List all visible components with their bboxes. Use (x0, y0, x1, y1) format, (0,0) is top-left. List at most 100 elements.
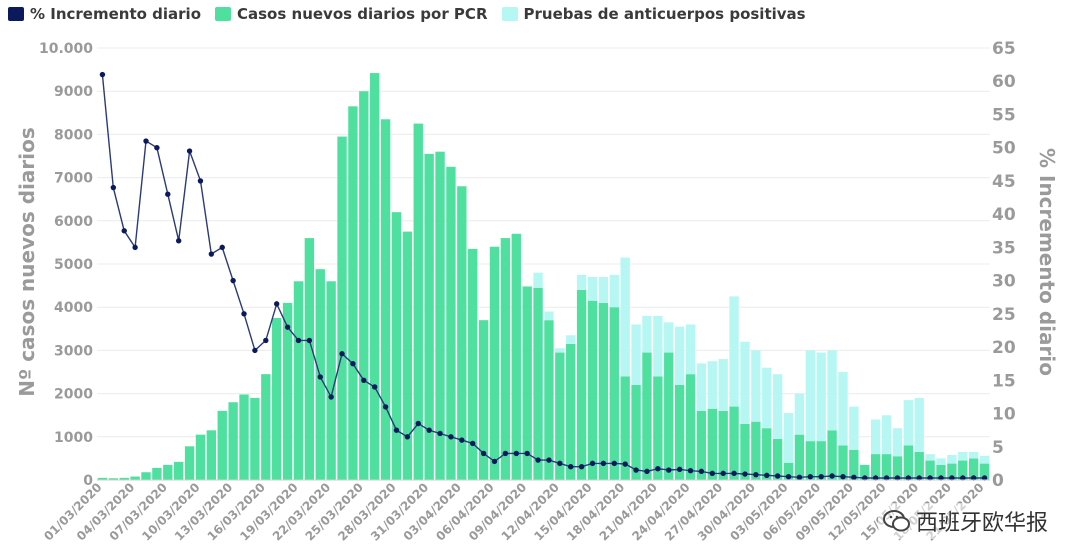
pct-point[interactable] (382, 404, 389, 410)
bar-pcr[interactable] (370, 73, 380, 480)
pct-point[interactable] (872, 475, 879, 481)
bar-pcr[interactable] (838, 445, 848, 480)
bar-antibody[interactable] (968, 451, 979, 459)
pct-point[interactable] (949, 475, 955, 481)
bar-pcr[interactable] (881, 454, 892, 480)
pct-point[interactable] (676, 466, 683, 473)
pct-point[interactable] (622, 461, 628, 467)
pct-point[interactable] (731, 470, 737, 477)
pct-point[interactable] (143, 138, 149, 144)
bar-pcr[interactable] (816, 441, 826, 480)
bar-antibody[interactable] (696, 363, 707, 411)
bar-antibody[interactable] (958, 451, 968, 461)
pct-point[interactable] (208, 251, 215, 257)
bar-antibody[interactable] (903, 400, 914, 446)
pct-point[interactable] (295, 337, 302, 344)
bar-antibody[interactable] (838, 372, 848, 446)
bar-pcr[interactable] (696, 410, 707, 480)
bar-antibody[interactable] (533, 272, 543, 288)
bar-pcr[interactable] (587, 300, 598, 480)
pct-point[interactable] (328, 394, 334, 400)
pct-point[interactable] (938, 475, 944, 481)
pct-point[interactable] (546, 457, 552, 463)
bar-pcr[interactable] (511, 233, 521, 480)
bar-pcr[interactable] (195, 434, 206, 480)
pct-point[interactable] (317, 374, 323, 380)
pct-point[interactable] (960, 475, 966, 481)
pct-point[interactable] (273, 301, 280, 307)
bar-antibody[interactable] (881, 415, 892, 455)
pct-point[interactable] (578, 464, 585, 470)
bar-pcr[interactable] (598, 302, 609, 480)
pct-point[interactable] (437, 430, 443, 437)
bar-antibody[interactable] (936, 458, 946, 465)
bar-pcr[interactable] (141, 472, 151, 480)
bar-pcr[interactable] (664, 352, 674, 480)
pct-point[interactable] (372, 384, 378, 390)
bar-antibody[interactable] (827, 350, 837, 431)
pct-point[interactable] (165, 191, 171, 197)
pct-point[interactable] (698, 468, 705, 475)
bar-antibody[interactable] (772, 374, 783, 439)
pct-point[interactable] (829, 473, 835, 479)
bar-antibody[interactable] (598, 276, 609, 303)
bar-pcr[interactable] (446, 166, 456, 481)
bar-pcr[interactable] (130, 476, 140, 480)
bar-pcr[interactable] (936, 464, 946, 480)
bar-pcr[interactable] (968, 458, 979, 480)
bar-pcr[interactable] (380, 119, 391, 480)
pct-point[interactable] (785, 473, 792, 480)
bar-pcr[interactable] (304, 238, 315, 480)
bar-pcr[interactable] (533, 287, 543, 480)
bar-antibody[interactable] (740, 341, 750, 424)
pct-point[interactable] (132, 244, 138, 251)
bar-pcr[interactable] (674, 384, 685, 480)
bar-antibody[interactable] (762, 367, 772, 429)
legend-item-pcr[interactable]: Casos nuevos diarios por PCR (215, 5, 488, 23)
bar-antibody[interactable] (631, 324, 641, 385)
bar-pcr[interactable] (653, 376, 663, 480)
bar-pcr[interactable] (860, 464, 870, 480)
bar-pcr[interactable] (119, 477, 129, 480)
pct-point[interactable] (927, 475, 933, 481)
pct-point[interactable] (252, 347, 258, 354)
bar-pcr[interactable] (217, 410, 227, 480)
pct-point[interactable] (818, 473, 824, 480)
pct-point[interactable] (393, 427, 400, 433)
bar-pcr[interactable] (424, 153, 434, 480)
bar-antibody[interactable] (816, 352, 826, 442)
bar-pcr[interactable] (413, 123, 423, 480)
pct-point[interactable] (720, 470, 726, 477)
pct-point[interactable] (589, 460, 596, 467)
bar-pcr[interactable] (97, 477, 108, 480)
pct-point[interactable] (764, 472, 770, 479)
pct-point[interactable] (339, 351, 345, 357)
pct-point[interactable] (241, 311, 247, 317)
pct-point[interactable] (535, 457, 541, 463)
bar-pcr[interactable] (631, 384, 641, 480)
bar-pcr[interactable] (740, 423, 750, 480)
bar-pcr[interactable] (293, 281, 304, 480)
pct-point[interactable] (796, 474, 803, 481)
bar-pcr[interactable] (642, 352, 652, 480)
bar-pcr[interactable] (272, 318, 282, 480)
bar-pcr[interactable] (435, 151, 445, 480)
bar-antibody[interactable] (555, 348, 565, 353)
pct-point[interactable] (491, 458, 498, 465)
bar-pcr[interactable] (783, 462, 794, 480)
pct-point[interactable] (666, 467, 672, 473)
bar-pcr[interactable] (870, 454, 881, 480)
bar-antibody[interactable] (849, 406, 859, 450)
pct-point[interactable] (687, 467, 694, 474)
pct-point[interactable] (774, 473, 781, 479)
pct-point[interactable] (426, 427, 432, 433)
bar-antibody[interactable] (576, 274, 587, 290)
bar-antibody[interactable] (609, 274, 619, 308)
bar-antibody[interactable] (664, 322, 674, 353)
pct-point[interactable] (557, 460, 563, 467)
bar-pcr[interactable] (925, 460, 935, 480)
bar-pcr[interactable] (772, 438, 783, 480)
bar-pcr[interactable] (228, 402, 238, 480)
bar-pcr[interactable] (326, 281, 336, 480)
bar-pcr[interactable] (609, 307, 619, 480)
